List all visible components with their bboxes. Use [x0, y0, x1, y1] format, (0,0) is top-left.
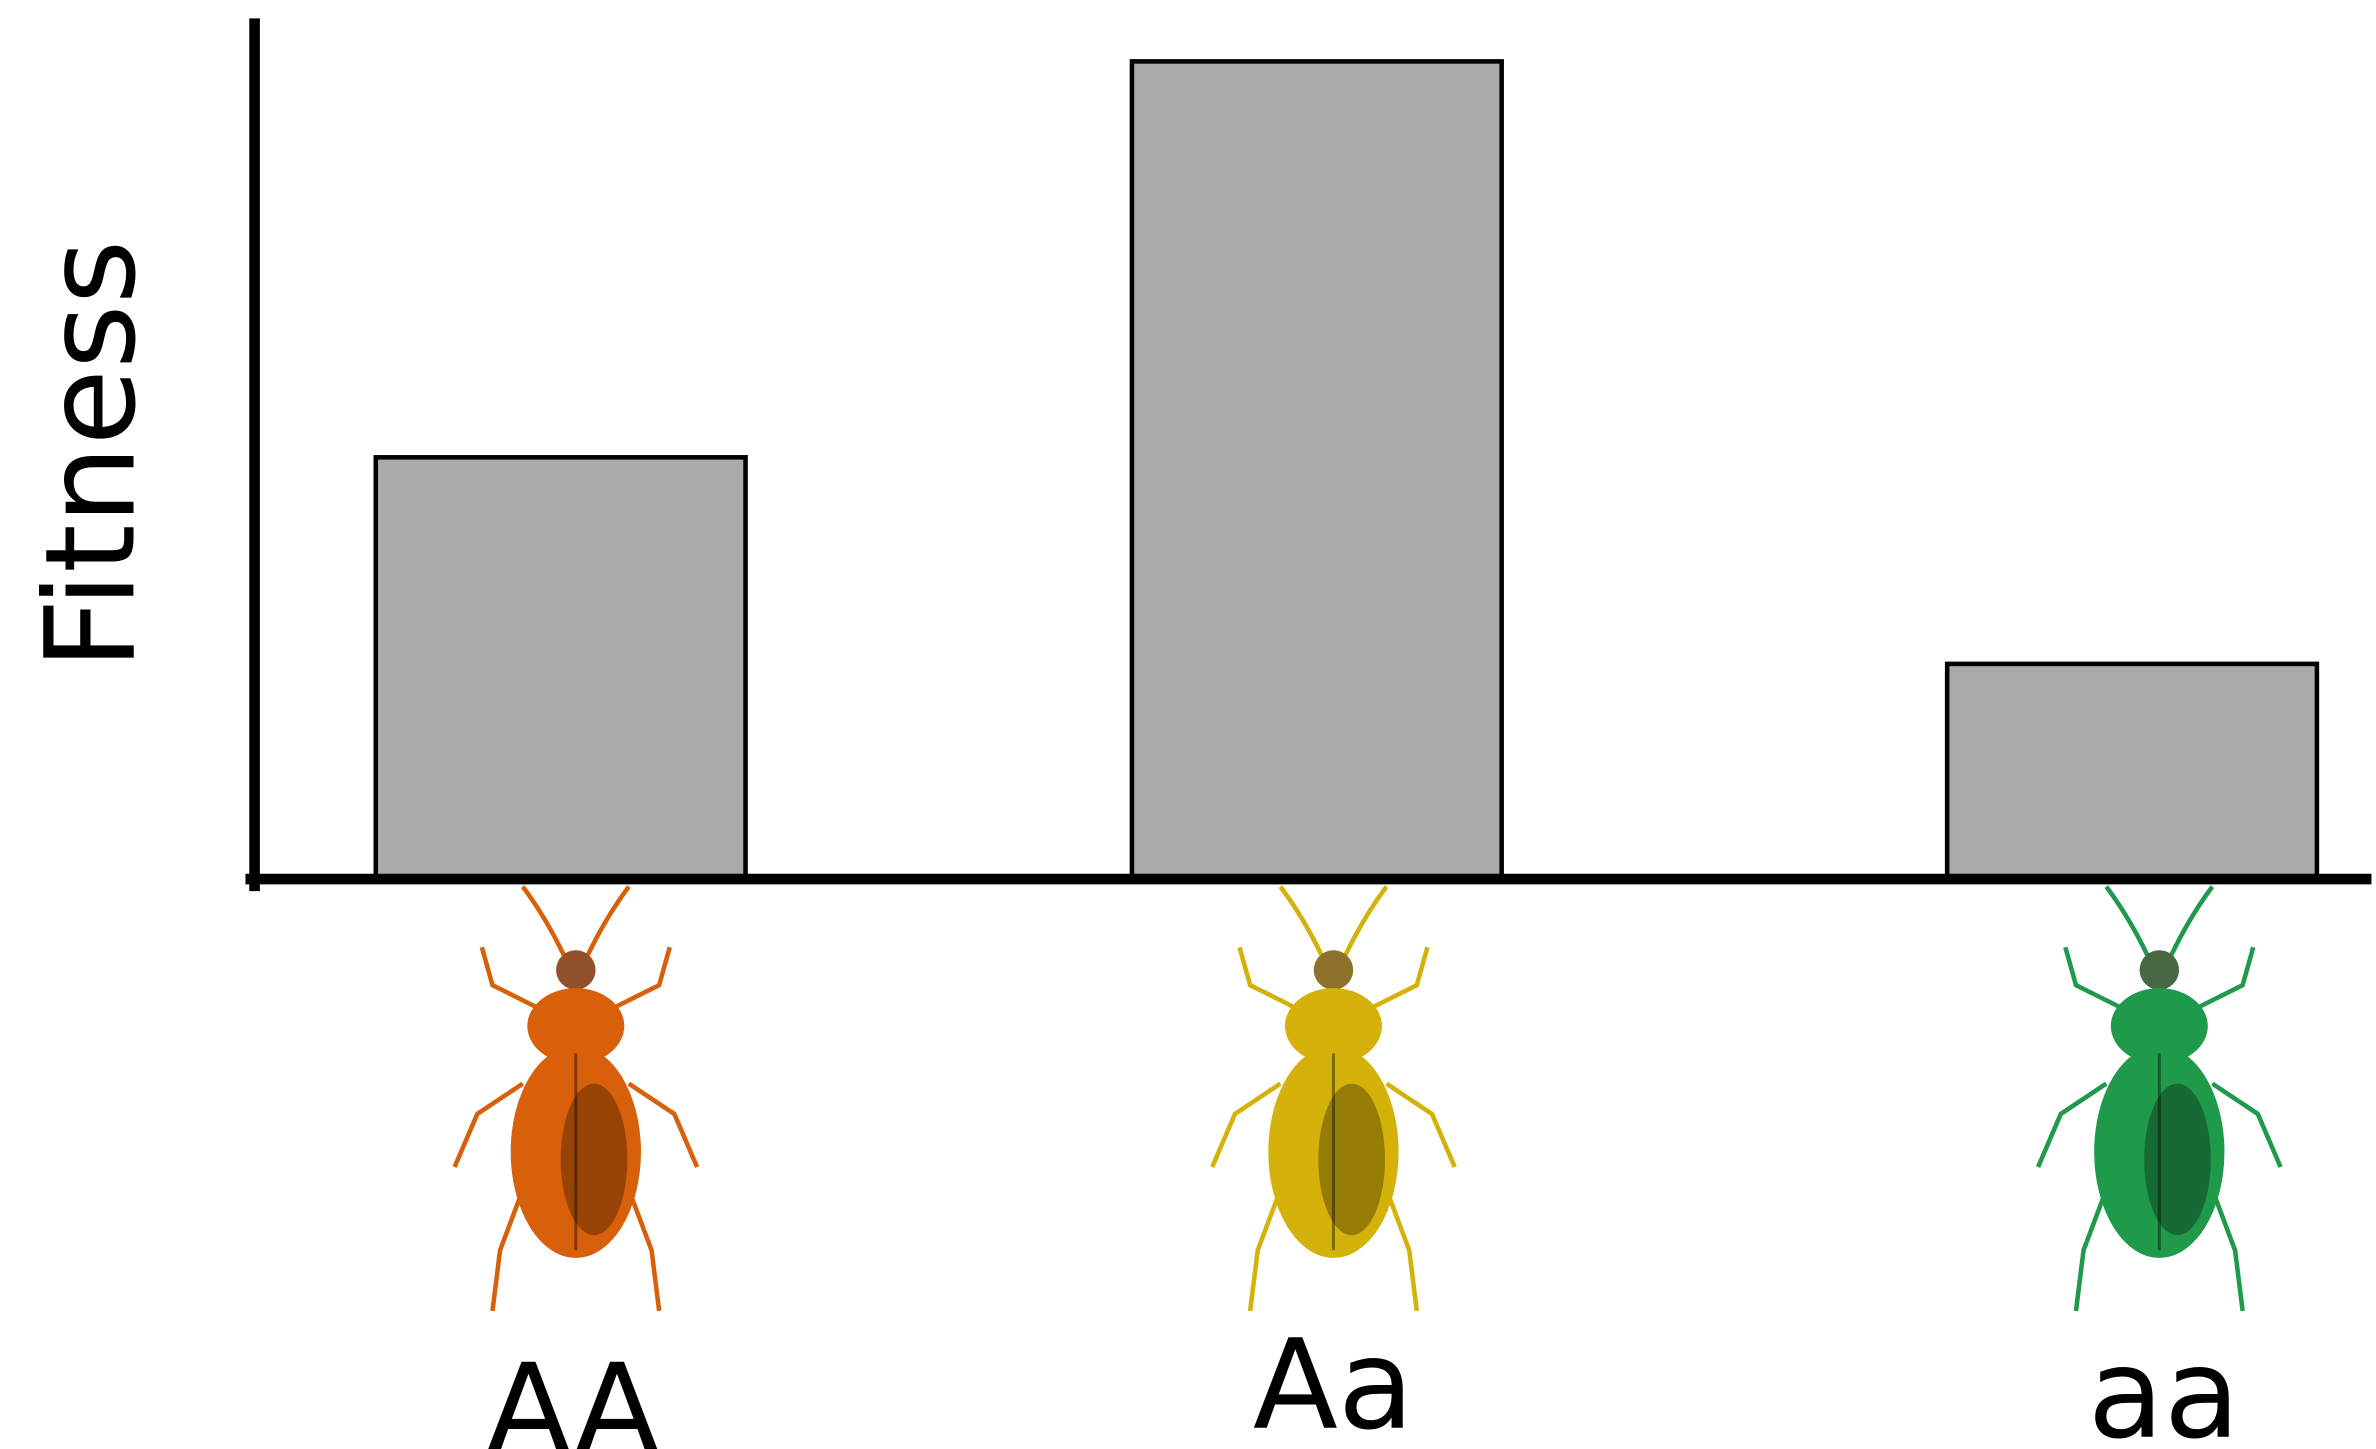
- x-tick-label: AA: [486, 1338, 659, 1449]
- bar: [1132, 61, 1502, 879]
- chart: Fitness AA Aa aa: [0, 0, 2376, 1449]
- page: Fitness AAAaaa (() => { const data = JSO…: [0, 0, 2376, 1449]
- y-axis-label: Fitness: [19, 240, 163, 670]
- beetle-image: [455, 887, 697, 1311]
- x-tick-label: aa: [2088, 1323, 2240, 1449]
- bar: [1947, 664, 2317, 879]
- beetle-image: [2038, 887, 2280, 1311]
- beetle-illustrations: [455, 887, 2281, 1311]
- x-tick-label: Aa: [1253, 1314, 1414, 1449]
- beetle-image: [1212, 887, 1454, 1311]
- bar: [376, 457, 746, 879]
